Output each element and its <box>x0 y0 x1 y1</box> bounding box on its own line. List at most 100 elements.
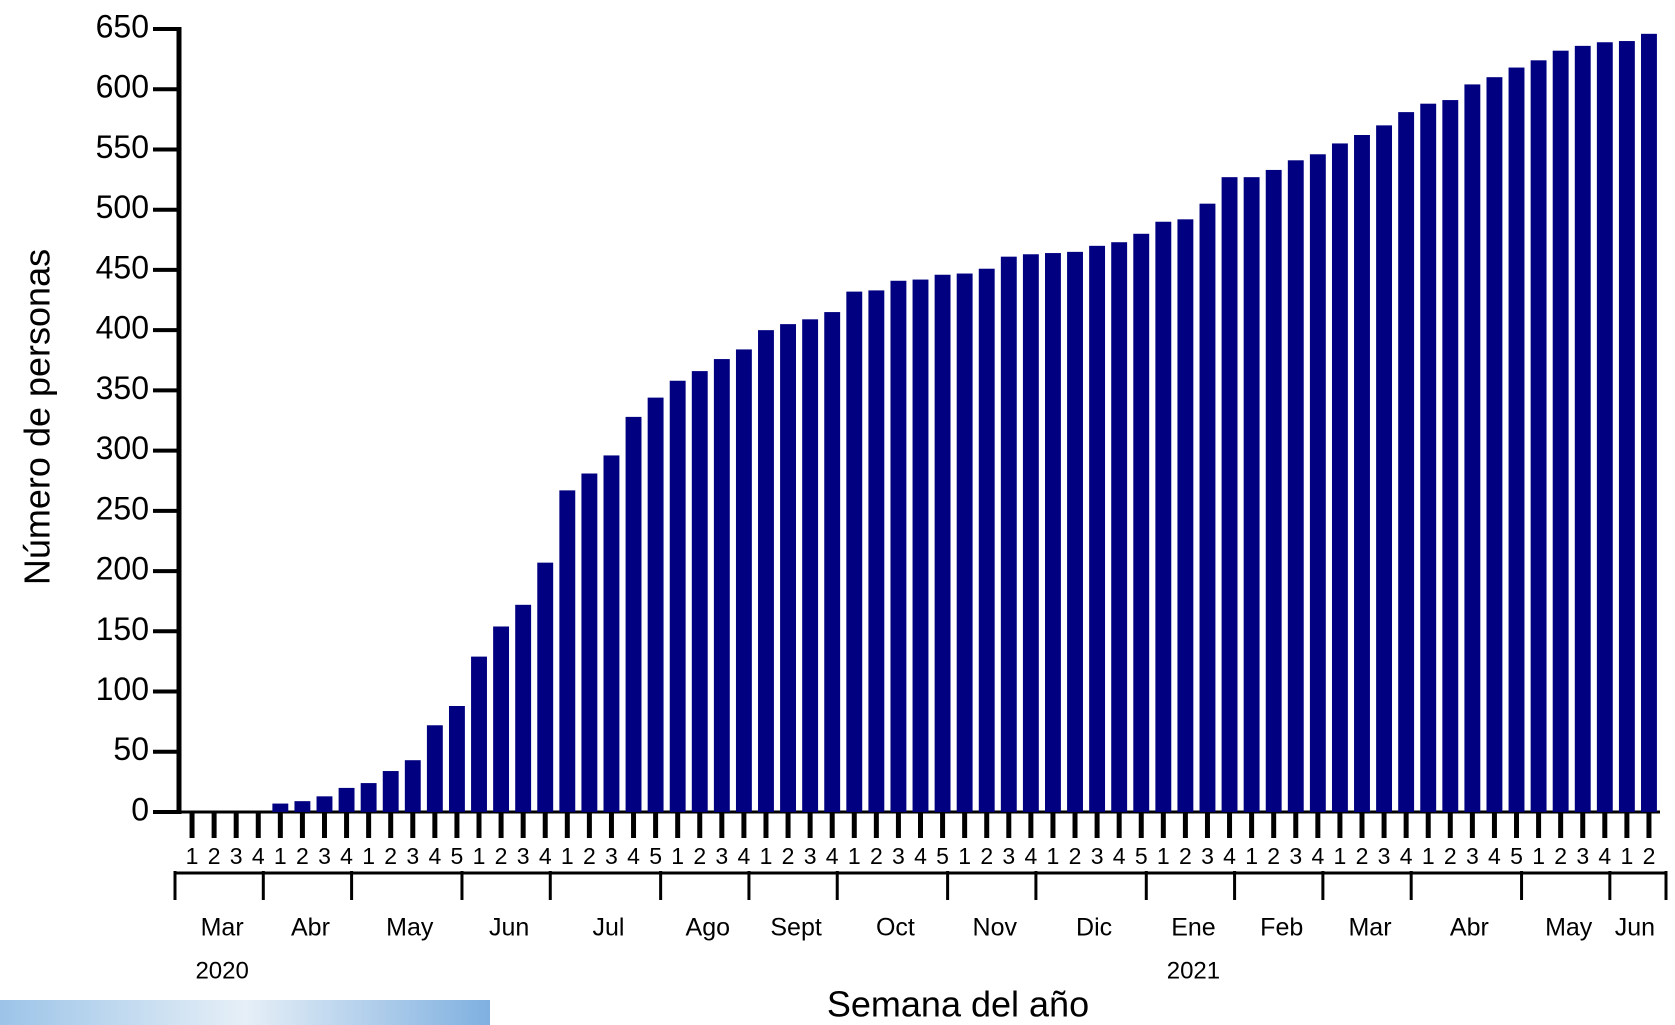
y-tick-label: 650 <box>96 8 149 44</box>
x-tick-label: 4 <box>738 843 751 869</box>
y-tick-label: 300 <box>96 430 149 466</box>
x-tick-label: 1 <box>958 843 971 869</box>
x-tick-label: 2 <box>296 843 309 869</box>
x-tick-label: 1 <box>671 843 684 869</box>
x-tick-label: 1 <box>1532 843 1545 869</box>
bar <box>1111 242 1128 812</box>
x-tick-label: 5 <box>1510 843 1523 869</box>
x-tick-label: 1 <box>473 843 486 869</box>
x-tick-label: 1 <box>186 843 199 869</box>
month-label: Ago <box>686 914 730 942</box>
bar <box>1022 254 1039 813</box>
x-tick-label: 2 <box>1554 843 1567 869</box>
bar <box>515 604 532 812</box>
bar <box>294 801 311 812</box>
y-tick-label: 350 <box>96 370 149 406</box>
bar <box>1442 100 1459 812</box>
x-tick-label: 1 <box>760 843 773 869</box>
x-tick-label: 3 <box>230 843 243 869</box>
x-tick-label: 3 <box>1201 843 1214 869</box>
x-tick-label: 4 <box>1400 843 1413 869</box>
bar <box>625 416 642 812</box>
x-tick-label: 3 <box>804 843 817 869</box>
y-tick-label: 450 <box>96 249 149 285</box>
x-tick-label: 4 <box>627 843 640 869</box>
bar <box>1641 33 1657 812</box>
bar <box>471 656 487 812</box>
y-tick-label: 200 <box>96 551 149 587</box>
x-tick-label: 2 <box>384 843 397 869</box>
x-tick-label: 3 <box>1091 843 1104 869</box>
y-tick-label: 50 <box>113 731 149 767</box>
month-label: Mar <box>1348 914 1391 942</box>
month-label: May <box>1545 914 1593 942</box>
bar <box>1486 77 1503 812</box>
month-label: Abr <box>1450 914 1489 942</box>
x-tick-label: 4 <box>428 843 441 869</box>
x-tick-label: 3 <box>605 843 618 869</box>
y-tick-label: 500 <box>96 189 149 225</box>
x-tick-label: 1 <box>362 843 375 869</box>
bar <box>846 291 863 812</box>
bar <box>1133 233 1150 813</box>
bar <box>1155 221 1172 812</box>
bar <box>1420 103 1437 812</box>
bar <box>1177 219 1194 812</box>
x-tick-label: 5 <box>1135 843 1148 869</box>
x-tick-label: 4 <box>1024 843 1037 869</box>
month-label: Ene <box>1171 914 1215 942</box>
x-tick-label: 3 <box>892 843 905 869</box>
bar <box>1574 45 1591 812</box>
y-axis-title: Número de personas <box>17 249 58 585</box>
x-tick-label: 4 <box>1223 843 1236 869</box>
bar <box>1331 143 1348 812</box>
x-tick-label: 4 <box>1311 843 1324 869</box>
x-tick-label: 2 <box>1444 843 1457 869</box>
x-tick-label: 2 <box>495 843 508 869</box>
bar <box>1309 154 1326 812</box>
bar <box>1199 203 1216 812</box>
x-tick-label: 5 <box>936 843 949 869</box>
bar <box>1552 50 1569 812</box>
month-label: Dic <box>1076 914 1112 942</box>
x-tick-label: 2 <box>693 843 706 869</box>
bar <box>360 783 377 812</box>
bar <box>559 490 576 812</box>
bar <box>934 274 951 812</box>
x-tick-label: 4 <box>539 843 552 869</box>
x-tick-label: 1 <box>1334 843 1347 869</box>
x-tick-label: 3 <box>1378 843 1391 869</box>
x-tick-label: 4 <box>1598 843 1611 869</box>
y-tick-label: 0 <box>131 791 149 827</box>
y-tick-label: 400 <box>96 310 149 346</box>
bar <box>758 330 774 812</box>
x-tick-label: 2 <box>870 843 883 869</box>
x-tick-label: 2 <box>1356 843 1369 869</box>
month-label: May <box>386 914 434 942</box>
x-tick-label: 2 <box>583 843 596 869</box>
bar <box>1221 177 1238 812</box>
month-label: Jun <box>489 914 529 942</box>
bar <box>912 279 929 812</box>
x-tick-label: 5 <box>649 843 662 869</box>
year-label: 2021 <box>1167 957 1220 984</box>
bar <box>537 562 554 812</box>
x-tick-label: 3 <box>517 843 530 869</box>
bar <box>1464 84 1481 813</box>
bar <box>890 280 907 812</box>
background-photo <box>0 1000 490 1025</box>
x-tick-label: 3 <box>1289 843 1302 869</box>
x-tick-label: 1 <box>1422 843 1435 869</box>
x-tick-label: 1 <box>1245 843 1258 869</box>
bar <box>603 455 620 812</box>
month-label: Jun <box>1615 914 1655 942</box>
bar <box>1530 60 1547 812</box>
x-tick-label: 2 <box>1069 843 1082 869</box>
bar <box>824 312 841 812</box>
month-label: Oct <box>876 914 915 942</box>
bar <box>735 349 752 812</box>
y-tick-label: 600 <box>96 69 149 105</box>
x-tick-label: 1 <box>848 843 861 869</box>
bar <box>316 796 333 812</box>
